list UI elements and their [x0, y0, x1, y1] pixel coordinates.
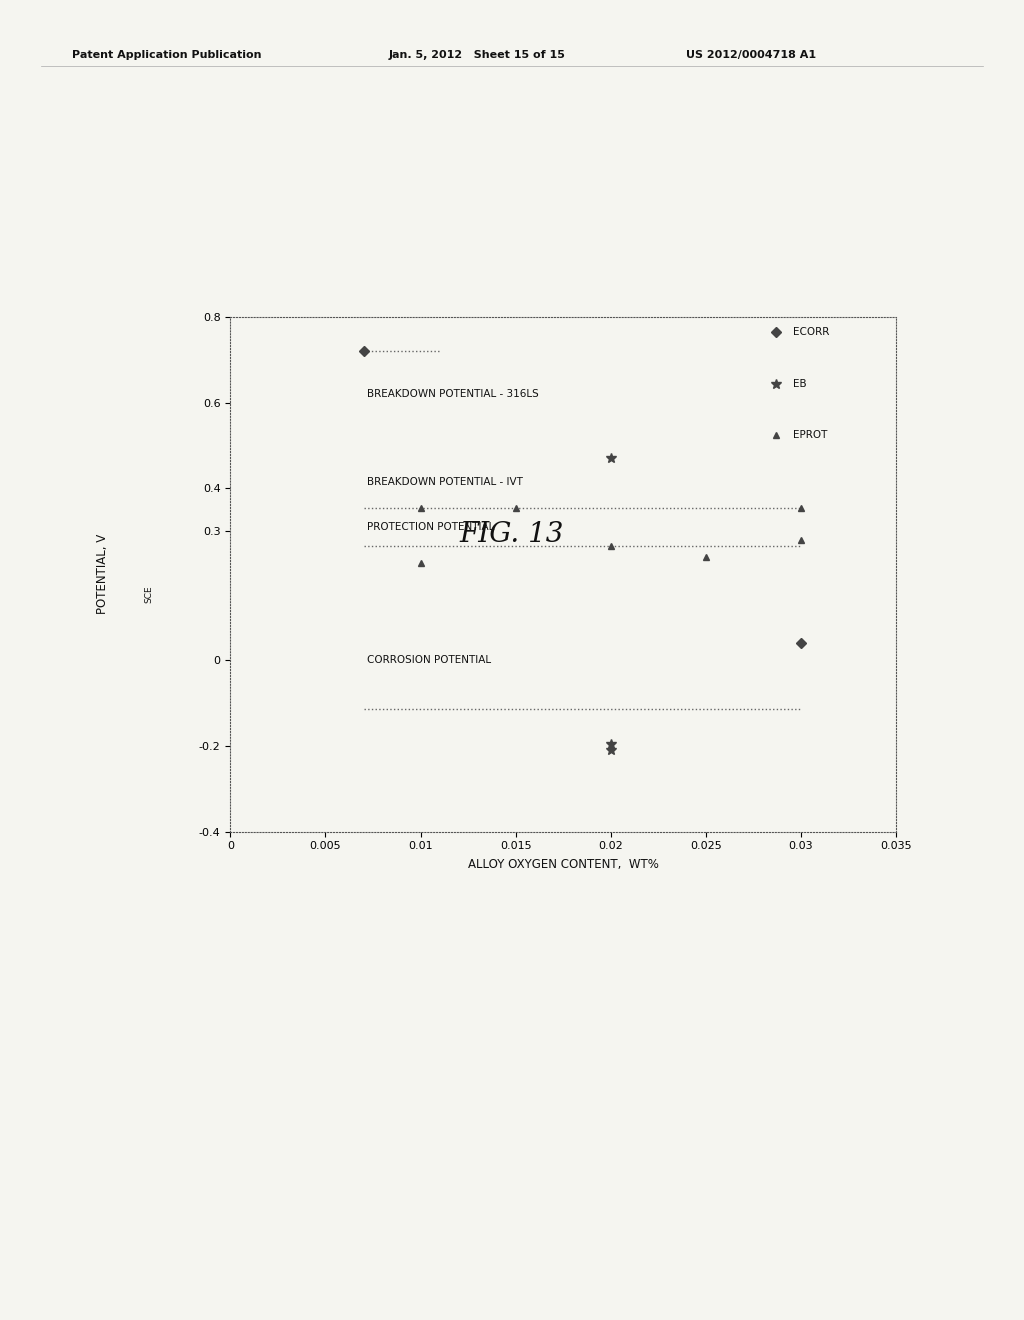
Text: BREAKDOWN POTENTIAL - IVT: BREAKDOWN POTENTIAL - IVT: [368, 477, 523, 487]
Text: Patent Application Publication: Patent Application Publication: [72, 50, 261, 61]
Text: SCE: SCE: [144, 585, 153, 603]
Text: EPROT: EPROT: [793, 430, 827, 440]
Text: FIG. 13: FIG. 13: [460, 521, 564, 548]
Text: PROTECTION POTENTIAL: PROTECTION POTENTIAL: [368, 521, 495, 532]
Text: ECORR: ECORR: [793, 327, 829, 337]
Text: US 2012/0004718 A1: US 2012/0004718 A1: [686, 50, 816, 61]
X-axis label: ALLOY OXYGEN CONTENT,  WT%: ALLOY OXYGEN CONTENT, WT%: [468, 858, 658, 871]
Text: BREAKDOWN POTENTIAL - 316LS: BREAKDOWN POTENTIAL - 316LS: [368, 389, 539, 399]
Text: POTENTIAL, V: POTENTIAL, V: [96, 535, 109, 614]
Text: Jan. 5, 2012   Sheet 15 of 15: Jan. 5, 2012 Sheet 15 of 15: [389, 50, 566, 61]
Text: EB: EB: [793, 379, 807, 388]
Text: CORROSION POTENTIAL: CORROSION POTENTIAL: [368, 655, 492, 665]
